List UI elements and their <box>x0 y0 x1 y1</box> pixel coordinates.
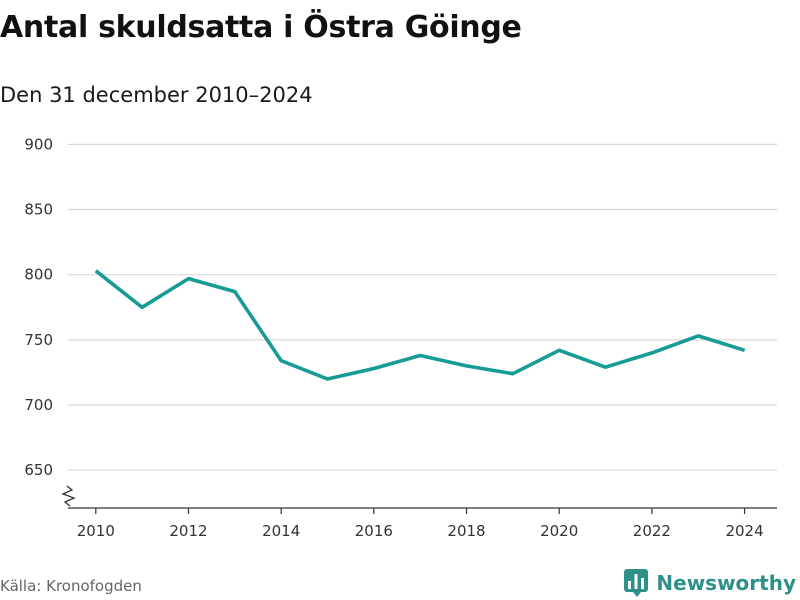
y-tick-label: 650 <box>24 461 53 479</box>
series-line-path <box>94 269 746 381</box>
axis-break-icon <box>61 485 76 507</box>
source-note: Källa: Kronofogden <box>0 577 142 595</box>
y-axis-tick-labels: 650 700 750 800 850 900 <box>24 135 53 479</box>
chart-title: Antal skuldsatta i Östra Göinge <box>0 10 522 45</box>
x-axis <box>61 485 777 514</box>
x-axis-tick-labels: 2010 2012 2014 2016 2018 2020 2022 2024 <box>77 522 764 540</box>
x-tick-label: 2022 <box>633 522 671 540</box>
brand-logo[interactable]: Newsworthy <box>624 569 796 597</box>
x-tick-label: 2014 <box>262 522 300 540</box>
chart-subtitle: Den 31 december 2010–2024 <box>0 83 313 107</box>
x-tick-label: 2012 <box>169 522 207 540</box>
x-tick-label: 2018 <box>447 522 485 540</box>
y-tick-label: 750 <box>24 331 53 349</box>
x-tick-label: 2024 <box>725 522 763 540</box>
y-tick-label: 900 <box>24 135 53 153</box>
y-tick-label: 800 <box>24 266 53 284</box>
x-tick-label: 2016 <box>355 522 393 540</box>
brand-name: Newsworthy <box>656 571 796 595</box>
x-tick-label: 2010 <box>77 522 115 540</box>
series-line <box>94 269 746 381</box>
bar-chart-logo-icon <box>624 569 649 597</box>
x-tick-label: 2020 <box>540 522 578 540</box>
y-tick-label: 850 <box>24 201 53 219</box>
gridlines <box>68 143 777 471</box>
y-tick-label: 700 <box>24 396 53 414</box>
